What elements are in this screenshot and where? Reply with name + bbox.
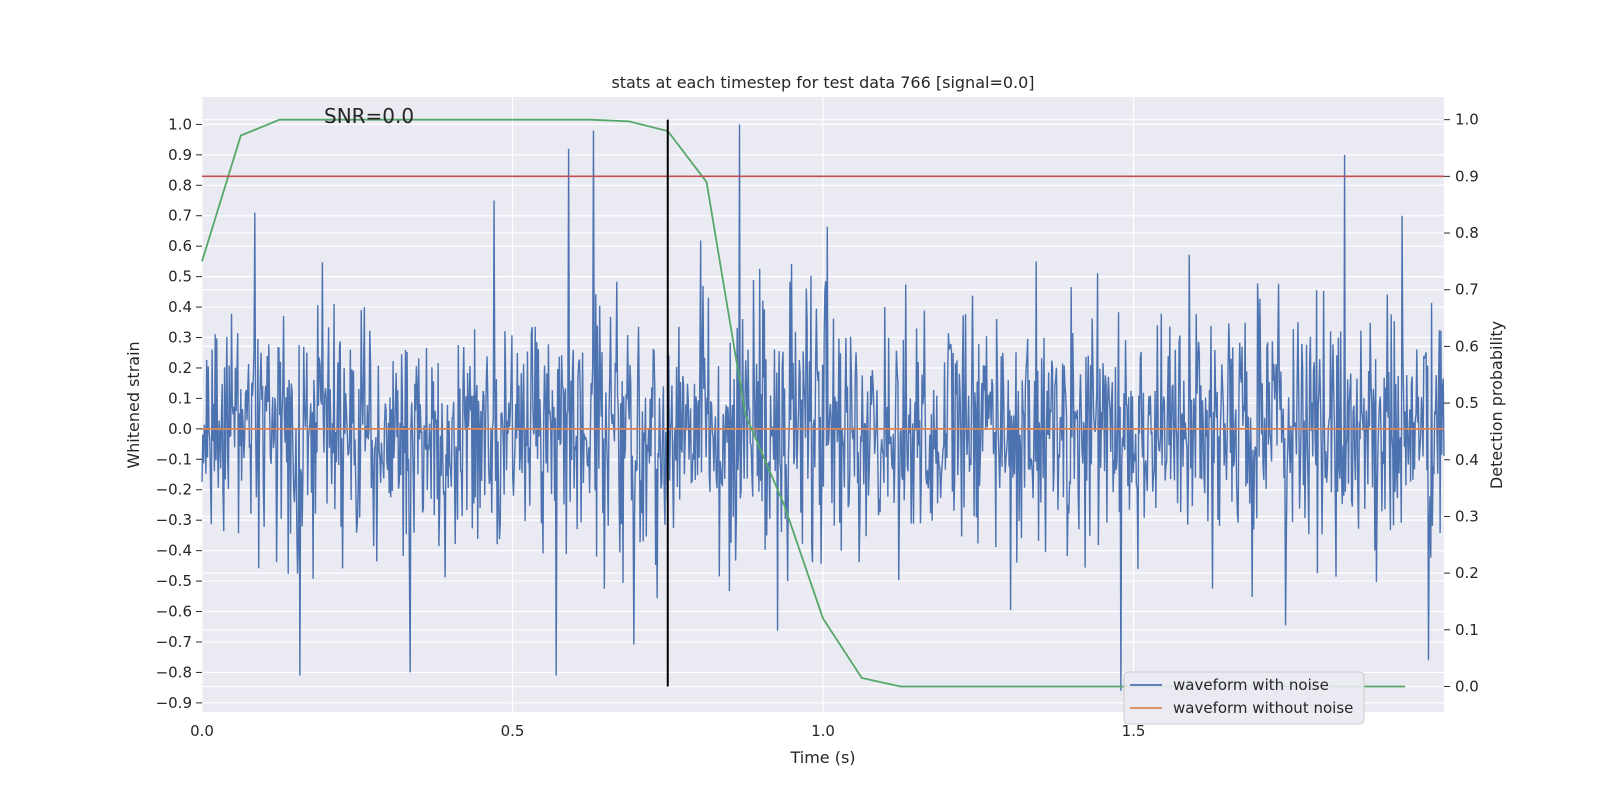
y-left-axis-label: Whitened strain <box>124 341 143 468</box>
y-left-tick-label-6: 0.4 <box>168 298 192 316</box>
y-left-tick-label-12: −0.2 <box>156 481 192 499</box>
y-left-tick-label-15: −0.5 <box>156 572 192 590</box>
y-left-tick-label-3: 0.7 <box>168 207 192 225</box>
y-left-tick-label-2: 0.8 <box>168 176 192 194</box>
snr-annotation: SNR=0.0 <box>324 104 414 128</box>
y-left-tick-label-4: 0.6 <box>168 237 192 255</box>
legend-label-noise: waveform with noise <box>1173 676 1329 694</box>
y-left-tick-label-0: 1.0 <box>168 115 192 133</box>
y-right-tick-label-7: 0.3 <box>1455 507 1479 525</box>
y-left-tick-label-18: −0.8 <box>156 663 192 681</box>
y-left-tick-label-16: −0.6 <box>156 603 192 621</box>
series-waveform-with-noise <box>201 124 1445 691</box>
y-left-tick-label-11: −0.1 <box>156 450 192 468</box>
y-right-tick-label-10: 0.0 <box>1455 677 1479 695</box>
legend-box <box>1123 671 1365 725</box>
y-right-tick-label-9: 0.1 <box>1455 621 1479 639</box>
x-tick-label-3: 1.5 <box>1122 722 1146 740</box>
y-right-ticks: 1.0 0.9 0.8 0.7 0.6 0.5 0.4 0.3 0.2 0.1 0.0 <box>1444 111 1479 695</box>
y-right-tick-label-6: 0.4 <box>1455 451 1479 469</box>
x-axis-label: Time (s) <box>789 748 855 767</box>
y-right-tick-label-5: 0.5 <box>1455 394 1479 412</box>
x-tick-label-2: 1.0 <box>811 722 835 740</box>
y-right-tick-label-4: 0.6 <box>1455 337 1479 355</box>
y-left-tick-label-8: 0.2 <box>168 359 192 377</box>
y-left-tick-label-5: 0.5 <box>168 268 192 286</box>
y-right-tick-label-1: 0.9 <box>1455 167 1479 185</box>
y-left-ticks: 1.0 0.9 0.8 0.7 0.6 0.5 0.4 0.3 0.2 0.1 0.0 −0.1 −0.… <box>156 115 202 712</box>
y-right-tick-label-2: 0.8 <box>1455 224 1479 242</box>
y-left-tick-label-19: −0.9 <box>156 694 192 712</box>
y-left-tick-label-14: −0.4 <box>156 542 192 560</box>
y-right-axis-label: Detection probability <box>1487 321 1506 489</box>
y-left-tick-label-1: 0.9 <box>168 146 192 164</box>
y-right-tick-label-3: 0.7 <box>1455 281 1479 299</box>
x-tick-label-1: 0.5 <box>501 722 525 740</box>
x-tick-label-0: 0.0 <box>190 722 214 740</box>
y-left-tick-label-17: −0.7 <box>156 633 192 651</box>
legend: waveform with noise waveform without noi… <box>1123 671 1365 725</box>
chart-title: stats at each timestep for test data 766… <box>611 73 1034 92</box>
y-left-tick-label-9: 0.1 <box>168 389 192 407</box>
y-right-tick-label-8: 0.2 <box>1455 564 1479 582</box>
y-left-tick-label-7: 0.3 <box>168 329 192 347</box>
reference-lines <box>202 119 1444 687</box>
y-right-tick-label-0: 1.0 <box>1455 111 1479 129</box>
y-left-tick-label-10: 0.0 <box>168 420 192 438</box>
y-left-tick-label-13: −0.3 <box>156 511 192 529</box>
noise-trace-path <box>201 124 1445 691</box>
x-ticks: 0.0 0.5 1.0 1.5 <box>190 722 1145 740</box>
legend-label-clean: waveform without noise <box>1173 699 1353 717</box>
